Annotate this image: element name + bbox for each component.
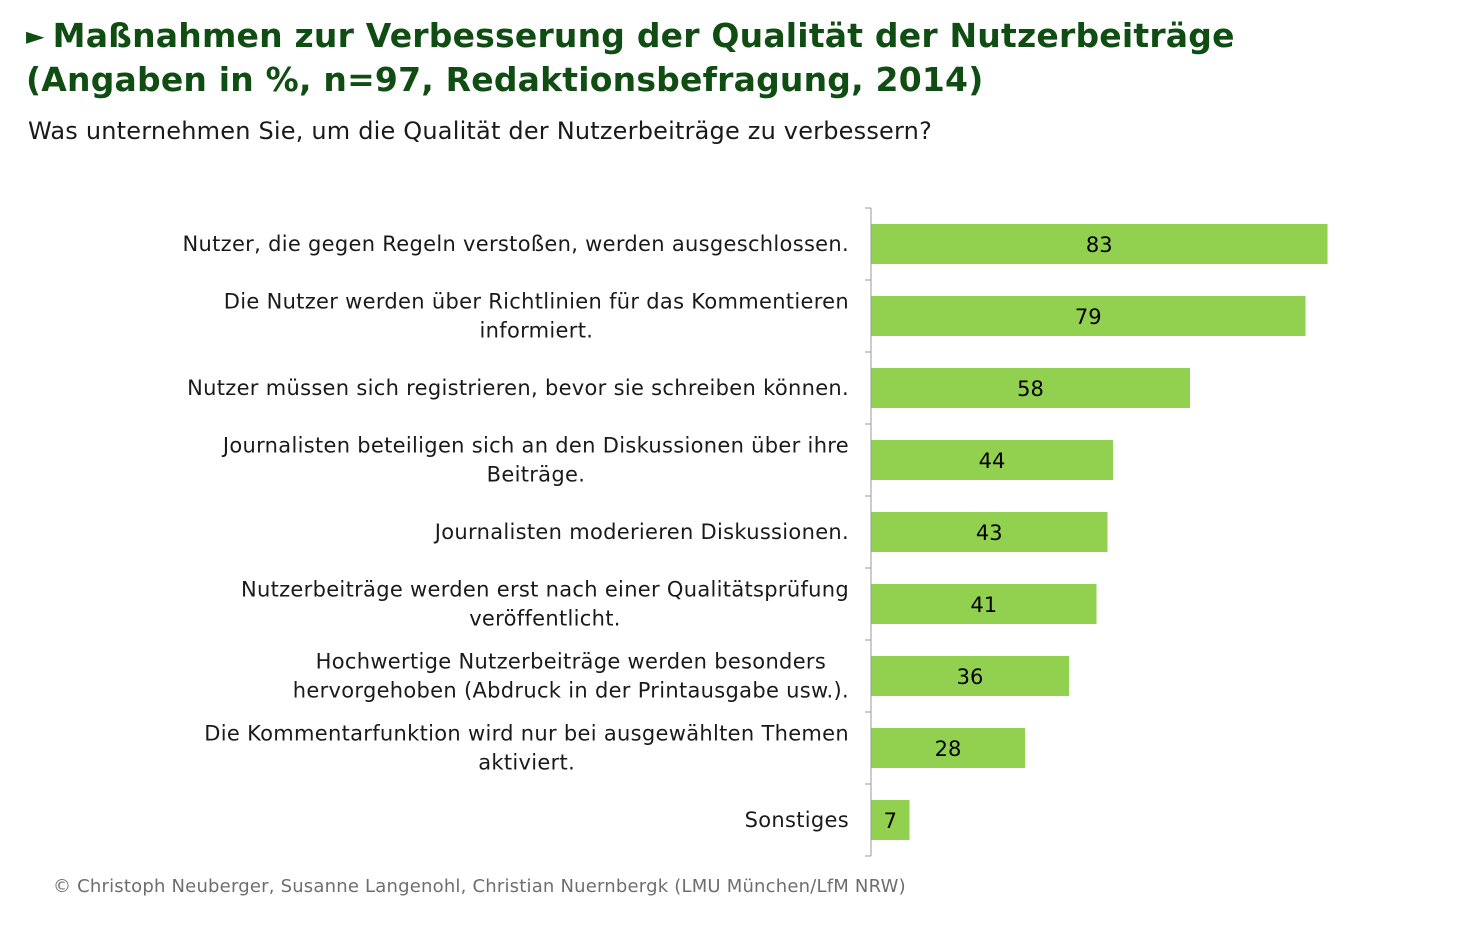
category-label-8-line-2: aktiviert. xyxy=(478,751,575,775)
bar-6 xyxy=(871,584,1097,624)
category-label-4: Journalisten beteiligen sich an den Disk… xyxy=(221,434,849,487)
category-label-3: Nutzer müssen sich registrieren, bevor s… xyxy=(187,376,849,400)
category-label-2-line-2: informiert. xyxy=(480,319,594,343)
value-label-5: 43 xyxy=(976,521,1003,545)
value-label-4: 44 xyxy=(979,449,1006,473)
value-label-7: 36 xyxy=(957,665,984,689)
category-label-6-line-1: Nutzerbeiträge werden erst nach einer Qu… xyxy=(241,578,849,602)
category-label-8-line-1: Die Kommentarfunktion wird nur bei ausge… xyxy=(204,722,849,746)
triangle-marker-icon: ► xyxy=(26,22,45,50)
chart-title-line2: (Angaben in %, n=97, Redaktionsbefragung… xyxy=(26,60,984,99)
category-label-2: Die Nutzer werden über Richtlinien für d… xyxy=(224,290,849,343)
category-label-8: Die Kommentarfunktion wird nur bei ausge… xyxy=(204,722,849,775)
bar-7 xyxy=(871,656,1069,696)
value-label-1: 83 xyxy=(1086,233,1113,257)
category-label-7-line-2: hervorgehoben (Abdruck in der Printausga… xyxy=(293,679,849,703)
category-label-6-line-2: veröffentlicht. xyxy=(469,607,621,631)
value-label-9: 7 xyxy=(884,809,897,833)
category-label-1: Nutzer, die gegen Regeln verstoßen, werd… xyxy=(182,232,849,256)
category-label-7: Hochwertige Nutzerbeiträge werden besond… xyxy=(293,650,849,703)
category-label-5: Journalisten moderieren Diskussionen. xyxy=(433,520,849,544)
value-label-3: 58 xyxy=(1017,377,1044,401)
category-label-7-line-1: Hochwertige Nutzerbeiträge werden besond… xyxy=(316,650,826,674)
bar-1 xyxy=(871,224,1328,264)
bar-4 xyxy=(871,440,1113,480)
chart-title: ► Maßnahmen zur Verbesserung der Qualität… xyxy=(26,14,1235,101)
bar-9 xyxy=(871,800,910,840)
bar-5 xyxy=(871,512,1108,552)
category-label-4-line-2: Beiträge. xyxy=(487,463,586,487)
value-label-8: 28 xyxy=(935,737,962,761)
value-labels-layer: 83 79 58 44 43 41 36 28 7 xyxy=(884,233,1113,833)
bar-3 xyxy=(871,368,1190,408)
category-label-4-line-1: Journalisten beteiligen sich an den Disk… xyxy=(221,434,849,458)
chart-title-line1: Maßnahmen zur Verbesserung der Qualität … xyxy=(52,16,1235,55)
value-label-2: 79 xyxy=(1075,305,1102,329)
source-credit: © Christoph Neuberger, Susanne Langenohl… xyxy=(53,876,906,897)
category-label-2-line-1: Die Nutzer werden über Richtlinien für d… xyxy=(224,290,849,314)
category-axis xyxy=(865,207,872,857)
category-label-6: Nutzerbeiträge werden erst nach einer Qu… xyxy=(241,578,849,631)
category-label-9: Sonstiges xyxy=(745,808,849,832)
bar-2 xyxy=(871,296,1306,336)
value-label-6: 41 xyxy=(970,593,997,617)
chart-subtitle: Was unternehmen Sie, um die Qualität der… xyxy=(28,117,933,145)
bar-8 xyxy=(871,728,1025,768)
category-labels-layer: Nutzer, die gegen Regeln verstoßen, werd… xyxy=(182,232,849,832)
bars-layer xyxy=(871,224,1328,840)
